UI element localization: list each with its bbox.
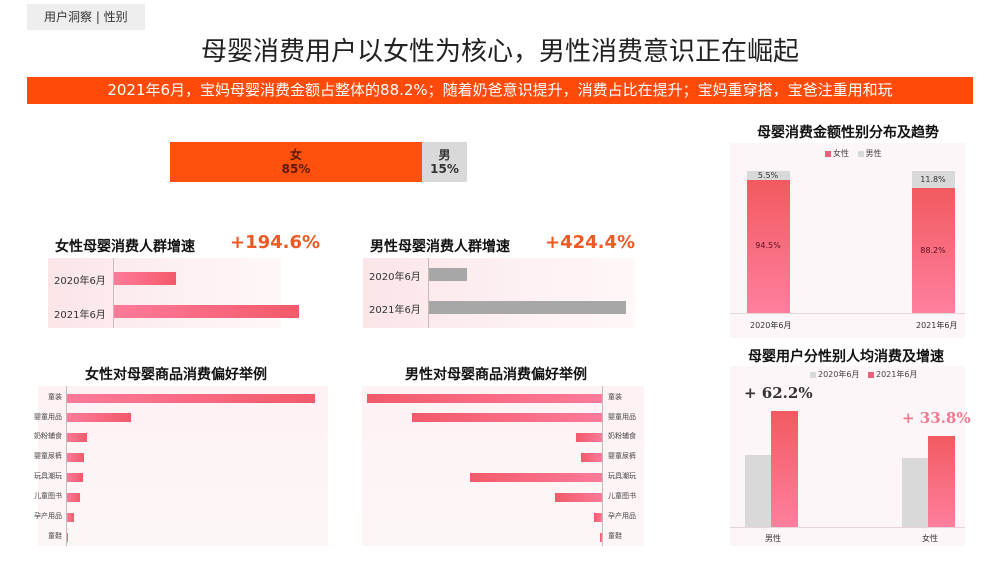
axis-line (428, 258, 429, 328)
bar-2021 (429, 301, 626, 314)
axis-line (602, 386, 603, 546)
legend-label: 2021年6月 (876, 370, 918, 379)
pref-bar (67, 453, 84, 462)
pref-bar (67, 533, 68, 542)
bar-female-2020 (902, 458, 928, 527)
pref-bar (594, 513, 602, 522)
pref-bar (367, 394, 602, 403)
category-label: 奶粉辅食 (34, 432, 62, 440)
male-growth-label: + 62.2% (744, 384, 813, 402)
category-label: 儿童图书 (608, 492, 636, 500)
legend-label: 2020年6月 (818, 370, 860, 379)
male-value: 5.5% (757, 171, 779, 180)
bar-2020 (114, 272, 176, 285)
legend-label: 女性 (833, 149, 849, 158)
axis-line (113, 258, 114, 328)
pref-bar (600, 533, 602, 542)
legend-swatch-female (825, 150, 831, 157)
female-segment (747, 180, 790, 313)
female-pref-title: 女性对母婴商品消费偏好举例 (85, 367, 267, 383)
amount-dist-title: 母婴消费金额性别分布及趋势 (757, 125, 939, 141)
male-growth-chart: 2020年6月 2021年6月 (363, 258, 635, 328)
male-share-value: 15% (430, 162, 459, 176)
row-label: 2021年6月 (369, 305, 421, 316)
pref-bar (67, 513, 74, 522)
x-label: 2020年6月 (750, 321, 792, 330)
category-label: 童鞋 (608, 532, 622, 540)
bar-male-2020 (745, 455, 771, 527)
female-share-segment: 女 85% (170, 142, 422, 182)
category-label: 童鞋 (48, 532, 62, 540)
pref-bar (470, 473, 602, 482)
category-label: 孕产用品 (608, 512, 636, 520)
male-value: 11.8% (920, 175, 946, 184)
per-capita-chart: 2020年6月 2021年6月 + 62.2% + 33.8% 男性 女性 (730, 366, 971, 546)
male-share-segment: 男 15% (422, 142, 467, 182)
category-label: 孕产用品 (34, 512, 62, 520)
section-tag: 用户洞察 | 性别 (27, 4, 145, 30)
bar-2021 (114, 305, 299, 318)
amount-dist-chart: 女性 男性 5.5% 94.5% 11.8% 88.2% 2020年6月 202… (730, 143, 965, 338)
category-label: 童装 (48, 393, 62, 401)
male-growth-value: +424.4% (545, 232, 636, 253)
bar-male-2021 (771, 411, 798, 527)
category-label: 玩具潮玩 (34, 472, 62, 480)
legend: 女性 男性 (825, 148, 882, 159)
page-title: 母婴消费用户以女性为核心，男性消费意识正在崛起 (200, 37, 799, 67)
female-value: 94.5% (755, 241, 781, 250)
x-label: 男性 (765, 534, 781, 543)
female-value: 88.2% (920, 246, 946, 255)
legend-swatch-2020 (810, 371, 816, 378)
category-label: 婴童尿裤 (34, 452, 62, 460)
pref-bar (67, 413, 131, 422)
category-label: 玩具潮玩 (608, 472, 636, 480)
x-label: 女性 (922, 534, 938, 543)
female-growth-chart: 2020年6月 2021年6月 (48, 258, 299, 328)
category-label: 奶粉辅食 (608, 432, 636, 440)
category-label: 婴童用品 (34, 413, 62, 421)
legend: 2020年6月 2021年6月 (810, 369, 917, 380)
pref-bar (412, 413, 602, 422)
female-pref-chart: 童装 婴童用品 奶粉辅食 婴童尿裤 玩具潮玩 儿童图书 孕产用品 童鞋 (34, 386, 328, 546)
male-segment (912, 171, 955, 188)
pref-bar (67, 394, 315, 403)
male-segment (747, 171, 790, 180)
legend-swatch-male (857, 150, 864, 157)
x-axis (730, 527, 965, 528)
legend-label: 男性 (865, 149, 882, 158)
male-share-label: 男 (438, 148, 451, 162)
bar-2020 (429, 268, 467, 281)
per-capita-title: 母婴用户分性别人均消费及增速 (748, 349, 944, 365)
x-label: 2021年6月 (916, 321, 958, 330)
female-segment (912, 188, 955, 313)
male-growth-title: 男性母婴消费人群增速 (370, 239, 510, 255)
category-label: 儿童图书 (34, 492, 62, 500)
pref-bar (555, 493, 602, 502)
female-share-label: 女 (289, 148, 302, 162)
axis-line (66, 386, 67, 546)
bar-female-2021 (928, 436, 955, 527)
row-label: 2020年6月 (369, 272, 421, 283)
summary-banner: 2021年6月，宝妈母婴消费金额占整体的88.2%；随着奶爸意识提升，消费占比在… (27, 77, 973, 104)
category-label: 婴童尿裤 (608, 452, 636, 460)
x-axis (730, 313, 965, 314)
category-label: 童装 (608, 393, 622, 401)
male-pref-chart: 童装 婴童用品 奶粉辅食 婴童尿裤 玩具潮玩 儿童图书 孕产用品 童鞋 (362, 386, 644, 546)
female-growth-label: + 33.8% (902, 409, 971, 427)
legend-swatch-2021 (868, 371, 874, 378)
female-growth-title: 女性母婴消费人群增速 (55, 239, 195, 255)
female-share-value: 85% (281, 162, 311, 176)
pref-bar (67, 493, 80, 502)
gender-share-bar: 女 85% 男 15% (170, 142, 467, 182)
category-label: 婴童用品 (608, 413, 636, 421)
pref-bar (576, 433, 602, 442)
male-pref-title: 男性对母婴商品消费偏好举例 (405, 367, 587, 383)
pref-bar (581, 453, 602, 462)
row-label: 2021年6月 (54, 310, 106, 321)
pref-bar (67, 433, 87, 442)
female-growth-value: +194.6% (230, 232, 321, 253)
row-label: 2020年6月 (54, 276, 106, 287)
pref-bar (67, 473, 83, 482)
